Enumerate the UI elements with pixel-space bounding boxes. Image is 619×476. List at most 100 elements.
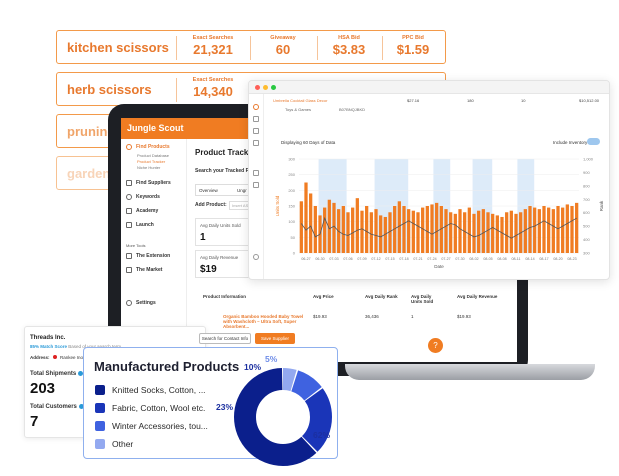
- column-header[interactable]: Product Information: [203, 294, 246, 299]
- product-name-link[interactable]: Organic Bamboo Hooded Baby Towel with Wa…: [223, 314, 304, 329]
- nav-find-products[interactable]: Find Products: [126, 144, 170, 150]
- nav-label: Find Products: [136, 144, 170, 150]
- save-supplier-button[interactable]: Save Supplier: [255, 333, 295, 344]
- x-tick-label: 08-08: [497, 257, 506, 261]
- subnav-product-tracker[interactable]: Product Tracker: [137, 159, 166, 164]
- x-tick-label: 06-27: [301, 257, 310, 261]
- units-bar: [477, 210, 481, 253]
- donut-slice: [234, 368, 332, 466]
- store-icon: [126, 267, 132, 273]
- academy-icon[interactable]: [253, 140, 259, 146]
- column-header[interactable]: Avg Daily Rank: [365, 294, 398, 299]
- stat-label: Exact Searches: [192, 35, 234, 41]
- gear-icon[interactable]: [253, 254, 259, 260]
- legend-label: Knitted Socks, Cotton, ...: [112, 385, 206, 395]
- x-tick-label: 08-17: [539, 257, 548, 261]
- y2-tick-label: 800: [583, 183, 590, 188]
- y2-tick-label: 300: [583, 251, 590, 256]
- truck-icon: [126, 180, 132, 186]
- nav-launch[interactable]: Launch: [126, 222, 154, 228]
- units-bar: [369, 212, 373, 253]
- column-header[interactable]: Avg Daily Units Sold: [411, 294, 434, 304]
- units-bar: [351, 207, 355, 253]
- store-icon[interactable]: [253, 182, 259, 188]
- units-bar: [360, 210, 364, 253]
- avg-rank: 36,436: [365, 314, 379, 319]
- nav-find-suppliers[interactable]: Find Suppliers: [126, 180, 171, 186]
- units-bar: [495, 215, 499, 253]
- stat-ppc-bid: PPC Bid $1.59: [383, 35, 443, 57]
- product-revenue: $10,512.00: [579, 98, 600, 103]
- tab-overview[interactable]: Overview: [199, 188, 218, 193]
- y2-tick-label: 400: [583, 237, 590, 242]
- tab-ungrouped[interactable]: Ungr: [237, 188, 247, 193]
- x-tick-label: 07-30: [455, 257, 464, 261]
- x-tick-label: 08-11: [512, 257, 521, 261]
- subnav-product-database[interactable]: Product Database: [137, 153, 170, 158]
- legend-swatch: [95, 421, 105, 431]
- close-dot-icon[interactable]: [255, 85, 260, 90]
- units-bar: [299, 201, 303, 253]
- minimize-dot-icon[interactable]: [263, 85, 268, 90]
- truck-icon[interactable]: [253, 116, 259, 122]
- x-tick-label: 07-27: [441, 257, 450, 261]
- nav-settings[interactable]: Settings: [126, 300, 156, 306]
- info-icon[interactable]: [78, 371, 84, 376]
- metric-value: 1: [200, 232, 206, 243]
- include-inventory-toggle[interactable]: [587, 138, 600, 145]
- units-bar: [402, 206, 406, 253]
- supplier-address: Address: Rankee Inovations: [30, 355, 97, 360]
- info-icon[interactable]: [78, 404, 84, 409]
- window-titlebar: [249, 81, 609, 94]
- search-icon[interactable]: [253, 104, 259, 110]
- y2-tick-label: 600: [583, 210, 590, 215]
- avg-revenue: $19.93: [457, 314, 471, 319]
- nav-keywords[interactable]: Keywords: [126, 194, 160, 200]
- legend-swatch: [95, 385, 105, 395]
- panel-title: Manufactured Products: [94, 359, 240, 374]
- divider: [176, 78, 177, 102]
- laptop-base: [345, 364, 595, 380]
- key-icon[interactable]: [253, 128, 259, 134]
- puzzle-icon[interactable]: [253, 170, 259, 176]
- units-bar: [435, 202, 439, 253]
- product-asin: B07BNQJBKD: [339, 107, 366, 112]
- slice-label: 23%: [216, 402, 234, 412]
- nav-extension[interactable]: The Extension: [126, 253, 170, 259]
- units-bar: [537, 209, 541, 253]
- sales-rank-chart: 3002502001501005001,00090080070060050040…: [275, 157, 604, 270]
- x-tick-label: 07-24: [427, 257, 436, 261]
- search-contact-button[interactable]: Search for Contact Info: [199, 333, 251, 344]
- nav-market[interactable]: The Market: [126, 267, 162, 273]
- subnav-niche-hunter[interactable]: Niche Hunter: [137, 165, 161, 170]
- units-bar: [481, 209, 485, 253]
- units-bar: [393, 206, 397, 253]
- y-tick-label: 200: [288, 188, 295, 193]
- x-tick-label: 06-30: [315, 257, 324, 261]
- units-bar: [407, 209, 411, 253]
- y-tick-label: 50: [291, 235, 296, 240]
- product-link[interactable]: Umbrella Cocktail Glass Decor: [273, 98, 328, 103]
- product-price: $27.16: [407, 98, 420, 103]
- y2-tick-label: 900: [583, 170, 590, 175]
- column-header[interactable]: Avg Daily Revenue: [457, 294, 498, 299]
- units-bar: [463, 212, 467, 253]
- y-tick-label: 150: [288, 204, 295, 209]
- units-bar: [411, 210, 415, 253]
- match-score-value: 85% Match Score: [30, 344, 68, 349]
- nav-academy[interactable]: Academy: [126, 208, 158, 214]
- total-customers-label-text: Total Customers: [30, 404, 77, 411]
- column-header[interactable]: Avg Price: [313, 294, 334, 299]
- y-axis-label: Units Sold: [275, 195, 280, 216]
- units-bar: [514, 213, 518, 253]
- chart-window: Umbrella Cocktail Glass Decor Toys & Gam…: [248, 80, 610, 280]
- add-product-label: Add Product:: [195, 202, 227, 208]
- keyword-row-kitchen-scissors[interactable]: kitchen scissors Exact Searches 21,321 G…: [56, 30, 446, 64]
- maximize-dot-icon[interactable]: [271, 85, 276, 90]
- x-tick-label: 07-09: [357, 257, 366, 261]
- legend-label: Fabric, Cotton, Wool etc.: [112, 403, 206, 413]
- match-score-note: Based of your search term: [68, 344, 121, 349]
- help-button[interactable]: ?: [428, 338, 443, 353]
- units-bar: [323, 207, 327, 253]
- units-bar: [458, 209, 462, 253]
